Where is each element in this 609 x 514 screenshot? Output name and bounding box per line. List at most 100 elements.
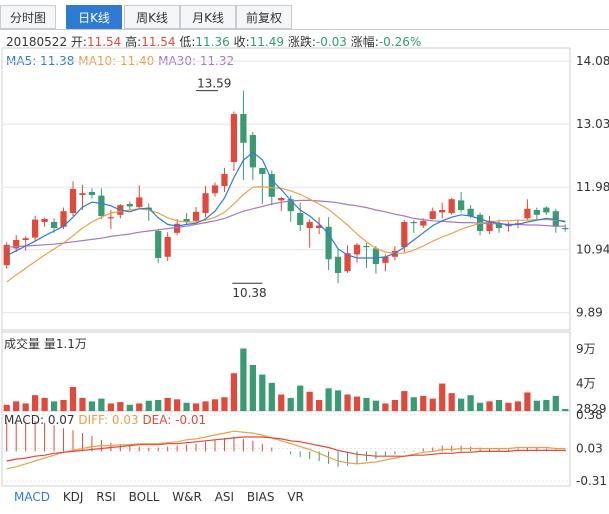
ma5-line [6, 151, 566, 259]
candle-body [287, 199, 294, 212]
candle-body [230, 114, 238, 162]
candle-body [50, 222, 58, 228]
volume-bar [249, 364, 256, 411]
tab-daily-k[interactable]: 日K线 [66, 5, 122, 29]
info-date: 20180522 [6, 35, 68, 49]
info-high-label: 高: [125, 35, 142, 49]
volume-bar [524, 392, 531, 411]
candle-body [202, 193, 209, 213]
volume-bar [448, 393, 455, 411]
indicator-tab-bias[interactable]: BIAS [246, 490, 275, 504]
tab-forward-adjust[interactable]: 前复权 [236, 5, 292, 29]
candle-body [268, 174, 275, 197]
volume-bar [174, 399, 181, 411]
ma30-line [6, 199, 566, 248]
volume-bar [458, 398, 465, 411]
volume-bar [22, 403, 29, 411]
volume-bar [32, 395, 39, 411]
info-close-label: 收: [233, 35, 250, 49]
volume-bar [476, 402, 484, 411]
volume-bar [334, 390, 342, 411]
volume-bar [164, 397, 171, 411]
candle-body [98, 195, 105, 216]
macd-tick-label: -0.31 [576, 474, 607, 488]
volume-bar [183, 402, 190, 411]
volume-bar [391, 400, 398, 411]
candle-body [401, 222, 408, 248]
volume-bar [363, 397, 370, 411]
candle-body [486, 220, 493, 231]
volume-bar [410, 397, 417, 411]
volume-bar [41, 397, 48, 411]
volume-bar [533, 400, 540, 411]
period-tabs: 分时图 日K线 周K线 月K线 前复权 [0, 0, 609, 30]
min-price-label: 10.38 [232, 286, 266, 300]
volume-bar [259, 374, 266, 411]
volume-bar [107, 403, 114, 411]
volume-bar [192, 403, 200, 411]
candle-body [306, 222, 313, 228]
price-tick-label: 14.08 [576, 54, 609, 68]
info-pct-label: 涨幅: [350, 35, 379, 49]
indicator-tab-kdj[interactable]: KDJ [62, 490, 84, 504]
indicator-tab-rsi[interactable]: RSI [96, 490, 116, 504]
price-panel-frame [1, 47, 571, 331]
volume-bar [401, 391, 408, 411]
volume-bar [486, 401, 493, 411]
tab-time-sharing[interactable]: 分时图 [0, 5, 56, 29]
info-high: 11.54 [141, 35, 176, 49]
price-tick-label: 11.98 [576, 180, 609, 194]
indicator-tab-wr[interactable]: W&R [172, 490, 202, 504]
candle-body [448, 199, 455, 213]
macd-dea-line [6, 436, 566, 462]
volume-tick-label: 2829 [576, 402, 607, 416]
candle-body [192, 211, 200, 221]
macd-legend: MACD: 0.07 DIFF: 0.03 DEA: -0.01 [4, 413, 206, 427]
volume-bar [562, 408, 569, 411]
indicator-tab-boll[interactable]: BOLL [128, 490, 160, 504]
volume-bar [240, 348, 247, 411]
candle-body [278, 198, 285, 201]
candle-body [420, 220, 427, 226]
volume-bar [505, 402, 512, 411]
candle-body [69, 189, 77, 213]
volume-bar [278, 394, 285, 411]
volume-bar [79, 397, 86, 411]
candle-body [297, 213, 304, 225]
volume-bar [88, 401, 96, 411]
candle-body [353, 244, 361, 255]
volume-bar [136, 403, 143, 411]
volume-bar [382, 403, 389, 411]
candle-body [22, 238, 29, 240]
candle-body [458, 200, 465, 210]
tab-weekly-k[interactable]: 周K线 [124, 5, 180, 29]
volume-bar [145, 400, 152, 411]
volume-tick-label: 4万 [576, 377, 596, 391]
ohlc-info-line: 20180522 开:11.54 高:11.54 低:11.36 收:11.49… [6, 33, 421, 50]
volume-bar [98, 398, 105, 411]
tab-monthly-k[interactable]: 月K线 [180, 5, 236, 29]
volume-bar [420, 395, 427, 411]
candle-body [344, 253, 351, 272]
diff-value: DIFF: 0.03 [78, 413, 139, 427]
candle-body [13, 240, 20, 249]
candle-body [524, 208, 531, 219]
volume-bar [3, 404, 10, 411]
volume-bar [69, 386, 77, 411]
indicator-tab-macd[interactable]: MACD [14, 490, 50, 504]
candle-body [211, 185, 219, 194]
max-price-label: 13.59 [197, 77, 231, 91]
volume-bar [230, 373, 238, 411]
volume-bar [467, 395, 474, 411]
candle-body [41, 219, 48, 222]
indicator-tab-asi[interactable]: ASI [214, 490, 235, 504]
info-close: 11.49 [249, 35, 285, 49]
dea-value: DEA: -0.01 [142, 413, 207, 427]
info-pct: -0.26% [378, 35, 422, 49]
candle-body [363, 246, 370, 248]
volume-bar [287, 397, 294, 411]
volume-panel-frame [1, 331, 571, 412]
volume-bar [429, 398, 436, 411]
indicator-tab-vr[interactable]: VR [287, 490, 304, 504]
